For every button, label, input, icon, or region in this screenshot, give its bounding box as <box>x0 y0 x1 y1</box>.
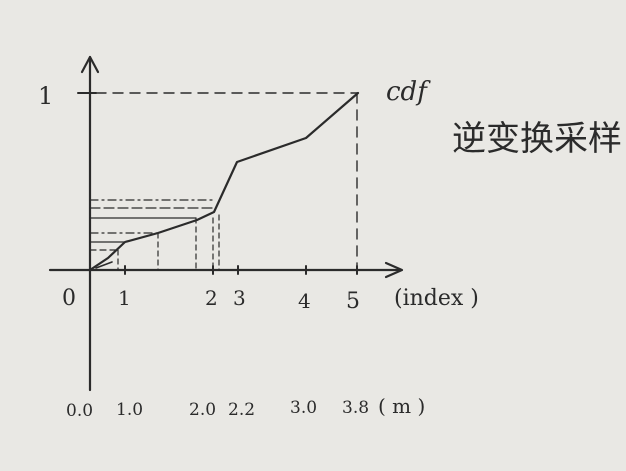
bottom-unit-label: ( m ) <box>378 394 425 418</box>
origin-label: 0 <box>62 286 76 311</box>
x-axis-arrow <box>384 261 404 279</box>
index-tick-label: 2 <box>205 286 218 310</box>
index-tick-label: 4 <box>298 289 311 313</box>
bottom-value-label: 2.0 <box>189 400 216 420</box>
cdf-label: cdf <box>386 77 431 107</box>
x-axis-label: (index ) <box>394 286 479 311</box>
index-tick-label: 3 <box>233 286 246 310</box>
bottom-value-label: 3.8 <box>342 398 369 418</box>
bottom-value-label: 2.2 <box>228 400 255 420</box>
y-tick-label-1: 1 <box>38 82 53 110</box>
bottom-value-label: 3.0 <box>290 398 317 418</box>
y-axis-arrow <box>80 55 100 74</box>
bottom-value-label: 1.0 <box>116 400 143 420</box>
origin-stroke <box>95 261 113 269</box>
diagram-title: 逆变换采样 <box>452 119 622 159</box>
index-tick-label: 5 <box>346 289 360 314</box>
bottom-value-label: 0.0 <box>66 401 93 421</box>
cdf-curve <box>88 91 360 272</box>
index-tick-label: 1 <box>118 286 131 310</box>
